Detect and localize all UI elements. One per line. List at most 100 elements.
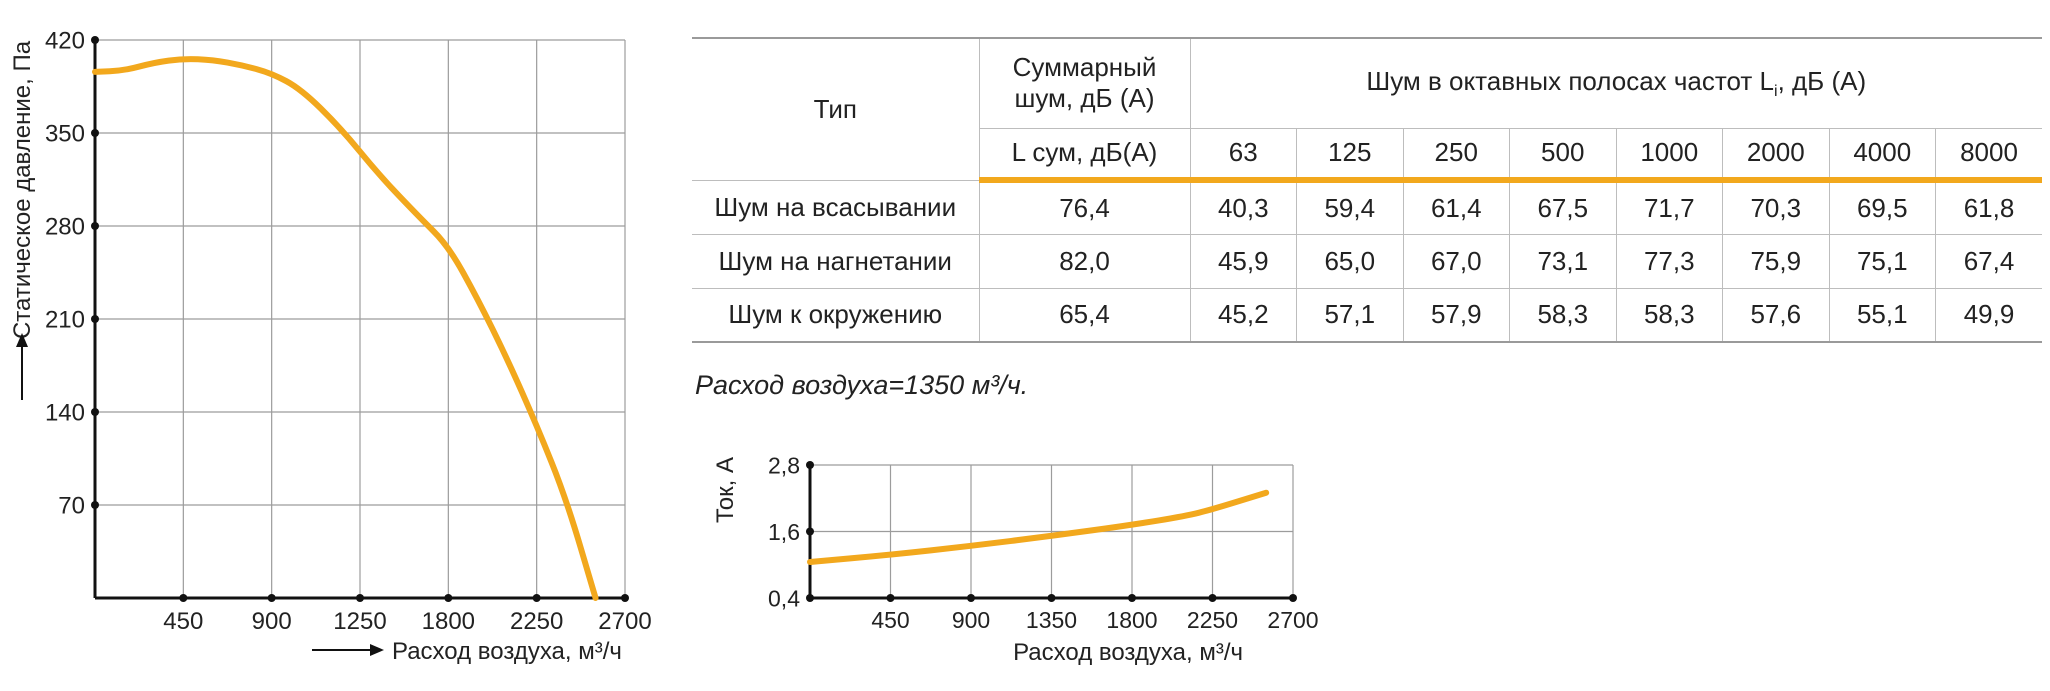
- freq-header: 63: [1189, 127, 1297, 183]
- col-octave-header: Шум в октавных полосах частот Li, дБ (А): [1189, 37, 2042, 129]
- x-tick-dot: [1047, 594, 1056, 602]
- row-value: 58,3: [1509, 287, 1617, 343]
- col-total-subheader: L сум, дБ(А): [979, 127, 1191, 183]
- row-value: 49,9: [1935, 287, 2042, 343]
- row-value: 67,5: [1509, 179, 1617, 235]
- x-tick-dot: [179, 594, 188, 602]
- row-value: 65,0: [1296, 233, 1404, 289]
- x-tick-label: 450: [163, 608, 203, 635]
- table-row: Шум на всасывании 76,4 40,3 59,4 61,4 67…: [692, 179, 2042, 235]
- row-label: Шум к окружению: [692, 287, 980, 343]
- x-tick-dot: [267, 594, 276, 602]
- y-tick-label: 210: [45, 307, 85, 334]
- y-tick-dot: [806, 461, 814, 469]
- current-x-axis-label: Расход воздуха, м³/ч: [1013, 639, 1243, 666]
- y-tick-dot: [91, 36, 99, 44]
- row-value: 58,3: [1615, 287, 1723, 343]
- row-value: 73,1: [1509, 233, 1617, 289]
- x-tick-dot: [967, 594, 975, 602]
- row-value: 71,7: [1615, 179, 1723, 235]
- table-row: Шум на нагнетании 82,0 45,9 65,0 67,0 73…: [692, 233, 2042, 289]
- x-tick-dot: [444, 594, 453, 602]
- x-tick-dot: [356, 594, 364, 602]
- y-tick-label: 0,4: [768, 585, 800, 611]
- x-tick-dot: [532, 594, 541, 602]
- pressure-x-axis-label: Расход воздуха, м³/ч: [392, 638, 622, 665]
- row-value: 55,1: [1828, 287, 1936, 343]
- y-tick-dot: [91, 315, 99, 323]
- current-curve: [807, 489, 1270, 565]
- x-tick-label: 2250: [510, 608, 563, 635]
- row-value: 67,0: [1402, 233, 1510, 289]
- y-tick-dot: [91, 222, 99, 230]
- x-tick-label: 2250: [1187, 607, 1238, 633]
- y-tick-dot: [91, 129, 99, 137]
- octave-header-pre: Шум в октавных полосах частот L: [1366, 65, 1774, 96]
- x-tick-dot: [1289, 594, 1297, 602]
- x-tick-label: 2700: [1267, 607, 1318, 633]
- x-tick-label: 900: [252, 608, 292, 635]
- freq-header: 250: [1402, 127, 1510, 183]
- y-tick-label: 2,8: [768, 452, 800, 478]
- row-value: 57,6: [1722, 287, 1830, 343]
- freq-header: 2000: [1722, 127, 1830, 183]
- y-tick-label: 280: [45, 214, 85, 241]
- x-tick-label: 1350: [1026, 607, 1077, 633]
- table-row: Шум к окружению 65,4 45,2 57,1 57,9 58,3…: [692, 287, 2042, 343]
- current-chart: 450 900 1350 1800 2250 2700 0,4 1,6 2,8 Ток, А Р…: [712, 452, 1319, 666]
- current-ticks: 450 900 1350 1800 2250 2700 0,4 1,6 2,8: [768, 452, 1319, 633]
- freq-header: 500: [1509, 127, 1617, 183]
- row-value: 59,4: [1296, 179, 1404, 235]
- octave-header-sub: i: [1774, 82, 1778, 100]
- row-total: 65,4: [978, 287, 1191, 343]
- col-total-header: Суммарный шум, дБ (А): [978, 37, 1191, 129]
- y-tick-label: 350: [45, 121, 85, 148]
- y-tick-dot: [91, 408, 99, 416]
- row-value: 45,2: [1189, 287, 1297, 343]
- row-value: 61,8: [1935, 179, 2042, 235]
- x-tick-dot: [621, 594, 629, 602]
- pressure-y-axis-label: Статическое давление, Па: [9, 40, 36, 339]
- y-tick-label: 420: [45, 28, 85, 55]
- freq-header: 8000: [1935, 127, 2042, 183]
- row-total: 82,0: [978, 233, 1191, 289]
- y-tick-dot: [806, 594, 814, 602]
- x-tick-label: 2700: [598, 608, 651, 635]
- row-value: 70,3: [1722, 179, 1830, 235]
- row-total: 76,4: [978, 179, 1191, 235]
- x-tick-label: 1800: [1106, 607, 1157, 633]
- row-value: 75,9: [1722, 233, 1830, 289]
- row-value: 40,3: [1189, 179, 1297, 235]
- pressure-x-arrowhead: [370, 644, 384, 656]
- row-label: Шум на нагнетании: [692, 233, 980, 289]
- row-value: 57,9: [1402, 287, 1510, 343]
- row-value: 77,3: [1615, 233, 1723, 289]
- y-tick-label: 1,6: [768, 519, 800, 545]
- col-type-header: Тип: [692, 37, 980, 181]
- x-tick-dot: [1208, 594, 1217, 602]
- row-value: 67,4: [1935, 233, 2042, 289]
- pressure-grid: [95, 39, 626, 598]
- y-tick-dot: [806, 527, 814, 536]
- current-grid: [810, 464, 1294, 598]
- current-y-axis-label: Ток, А: [712, 457, 739, 523]
- row-value: 57,1: [1296, 287, 1404, 343]
- x-tick-dot: [1128, 594, 1136, 602]
- flow-note: Расход воздуха=1350 м³/ч.: [695, 370, 1029, 400]
- octave-header-post: , дБ (А): [1777, 65, 1867, 96]
- freq-header: 1000: [1615, 127, 1723, 183]
- pressure-ticks: 450 900 1250 1800 2250 2700 70 140 210 280 350 420: [45, 28, 652, 635]
- pressure-chart: 450 900 1250 1800 2250 270070140210280350420 …: [9, 28, 652, 665]
- x-tick-dot: [886, 594, 895, 602]
- x-tick-label: 1800: [422, 608, 475, 635]
- x-tick-label: 450: [871, 607, 909, 633]
- freq-header: 4000: [1828, 127, 1936, 183]
- y-tick-label: 140: [45, 400, 85, 427]
- noise-table: Тип Суммарный шум, дБ (А) Шум в октавных…: [692, 37, 2042, 343]
- row-value: 45,9: [1189, 233, 1297, 289]
- row-value: 69,5: [1828, 179, 1936, 235]
- row-value: 61,4: [1402, 179, 1510, 235]
- x-tick-label: 1250: [333, 608, 386, 635]
- row-value: 75,1: [1828, 233, 1936, 289]
- x-tick-label: 900: [952, 607, 990, 633]
